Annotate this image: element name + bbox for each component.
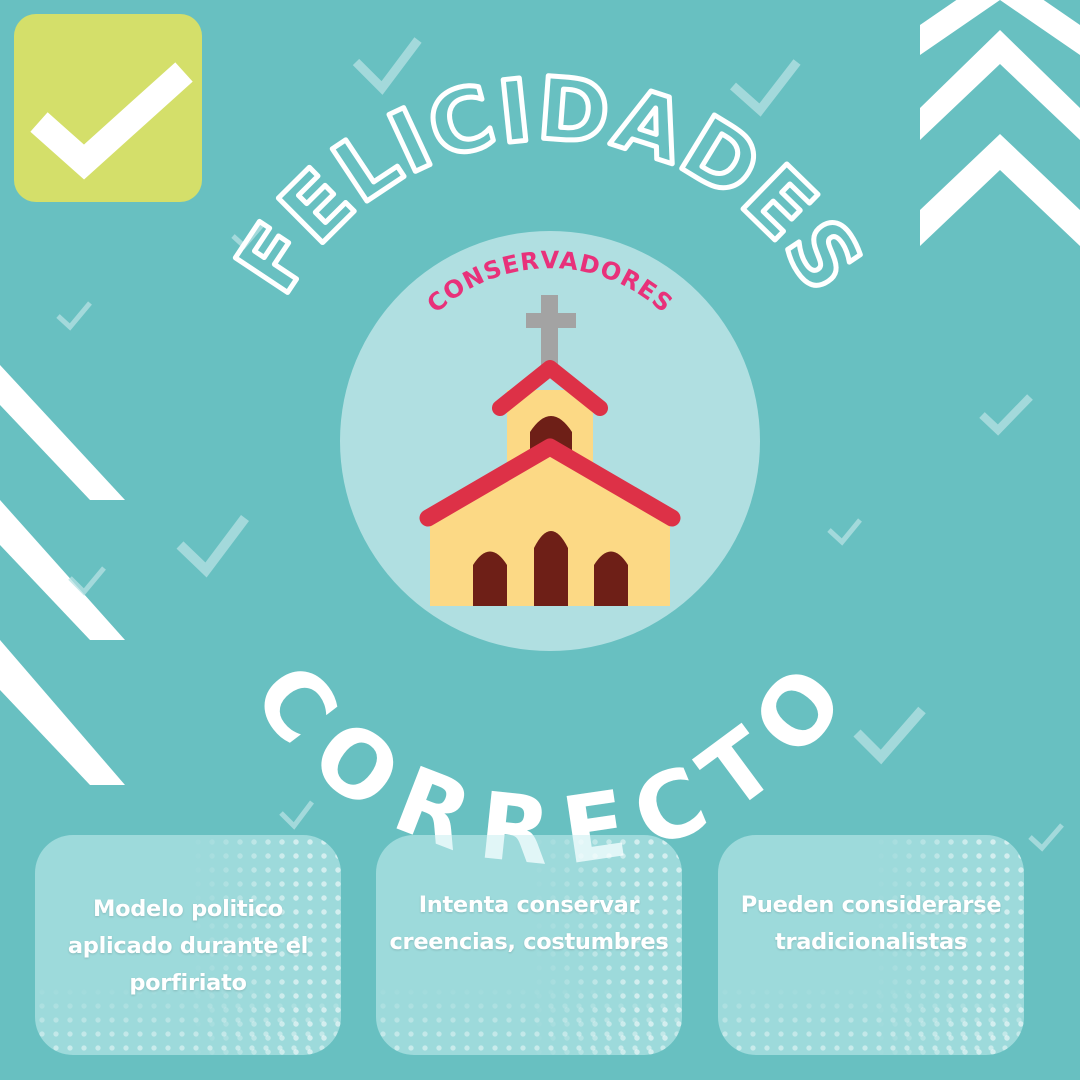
check-icon xyxy=(176,515,249,578)
check-icon xyxy=(853,706,926,765)
check-icon xyxy=(1028,823,1064,852)
check-icon xyxy=(231,223,264,250)
category-label: CONSERVADORES xyxy=(422,246,679,318)
check-icon xyxy=(279,800,314,830)
check-icon xyxy=(30,62,193,180)
info-card-2: Intenta conservar creencias, costumbres xyxy=(376,835,682,1055)
check-icon xyxy=(979,394,1033,436)
check-icon xyxy=(56,301,92,331)
check-icon xyxy=(352,37,422,95)
church-icon xyxy=(419,295,681,606)
info-card-text: Modelo politico aplicado durante el porf… xyxy=(67,896,309,996)
check-icon xyxy=(730,59,801,117)
info-card-3: Pueden considerarse tradicionalistas xyxy=(718,835,1024,1055)
chevron-stack-right-icon xyxy=(920,0,1080,246)
success-badge xyxy=(14,14,202,202)
info-card-text: Intenta conservar creencias, costumbres xyxy=(389,892,669,955)
info-card-text: Pueden considerarse tradicionalistas xyxy=(740,892,1002,955)
check-icon xyxy=(68,566,106,596)
info-card-1: Modelo politico aplicado durante el porf… xyxy=(35,835,341,1055)
check-icon xyxy=(827,518,862,546)
chevron-stack-left-icon xyxy=(0,365,125,785)
